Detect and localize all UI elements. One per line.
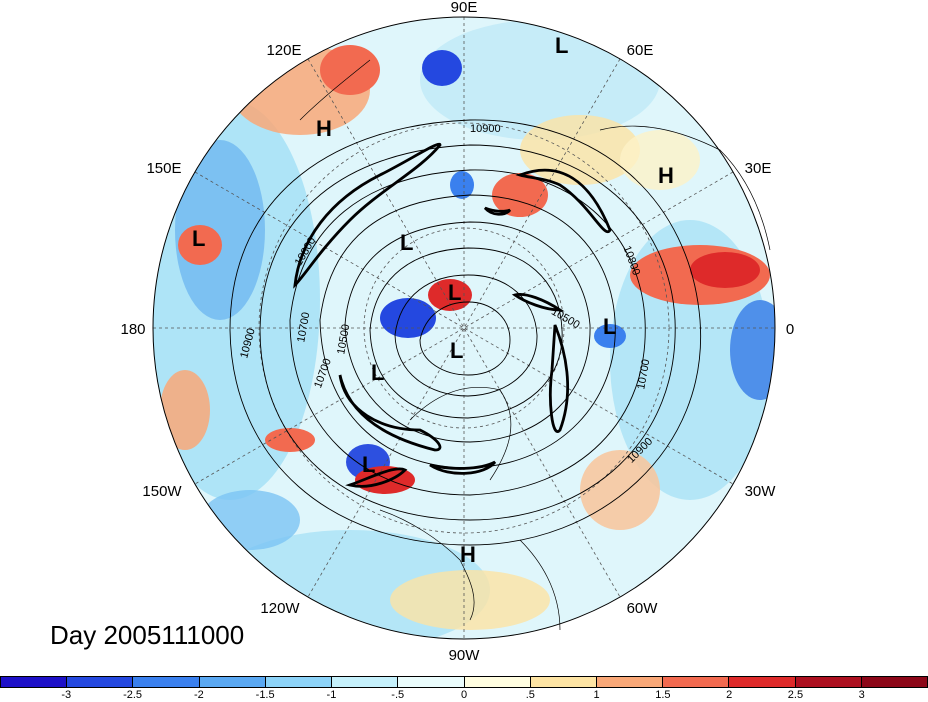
colorbar-segment [530, 677, 597, 687]
contour-label: 10900 [470, 123, 501, 135]
lon-label-60e: 60E [627, 42, 654, 59]
lon-label-150w: 150W [142, 483, 182, 500]
colorbar-tick-label: -3 [61, 689, 72, 701]
longitude-labels: 90E 60E 30E 0 30W 60W 90W 120W 150W 180 … [120, 0, 794, 664]
colorbar-tick-label: 2 [726, 689, 733, 701]
height-contours [229, 119, 702, 546]
colorbar-segment [795, 677, 862, 687]
colorbar-tick-label: -2.5 [123, 689, 143, 701]
colorbar-labels: -3 -2.5 -2 -1.5 -1 -.5 0 .5 1 1.5 2 2.5 3 [0, 689, 928, 702]
low-center: L [450, 338, 463, 363]
colorbar-segment [398, 677, 465, 687]
colorbar-tick-label: -1.5 [255, 689, 275, 701]
colorbar-tick-label: 3 [858, 689, 865, 701]
colorbar-segment [1, 677, 68, 687]
low-center: L [555, 33, 568, 58]
colorbar-tick-label: .5 [525, 689, 535, 701]
low-center: L [603, 314, 616, 339]
colorbar-tick-label: -.5 [391, 689, 405, 701]
lon-label-150e: 150E [146, 160, 181, 177]
lon-label-90e: 90E [451, 0, 478, 16]
colorbar-segment [67, 677, 134, 687]
high-center: H [658, 163, 674, 188]
lon-label-0: 0 [786, 321, 794, 338]
lon-label-60w: 60W [627, 600, 659, 617]
lon-label-30e: 30E [745, 160, 772, 177]
colorbar-tick-label: 1.5 [655, 689, 671, 701]
colorbar-segment [332, 677, 399, 687]
lon-label-120w: 120W [260, 600, 300, 617]
colorbar-segment [199, 677, 266, 687]
map-boundary [152, 16, 776, 640]
low-center: L [400, 230, 413, 255]
coastlines [299, 59, 771, 631]
lon-label-120e: 120E [266, 42, 301, 59]
contour-label: 10700 [295, 311, 312, 343]
lon-label-90w: 90W [449, 647, 481, 664]
contour-label: 10700 [635, 358, 652, 390]
colorbar [0, 676, 928, 688]
colorbar-segment [265, 677, 333, 687]
colorbar-segment [729, 677, 796, 687]
polar-map: 90E 60E 30E 0 30W 60W 90W 120W 150W 180 … [120, 0, 794, 664]
colorbar-tick-label: 0 [460, 689, 468, 701]
colorbar-segment [663, 677, 730, 687]
colorbar-tick-label: 1 [593, 689, 600, 701]
colorbar-segment [133, 677, 200, 687]
low-center: L [362, 452, 375, 477]
contour-label: 10500 [335, 323, 352, 355]
high-center: H [316, 116, 332, 141]
pressure-centers: L H L H L L L L L L H L [192, 33, 674, 567]
high-center: H [460, 542, 476, 567]
low-center: L [192, 226, 205, 251]
colorbar-tick-label: -1 [326, 689, 337, 701]
low-center: L [448, 280, 461, 305]
colorbar-segment [861, 677, 928, 687]
colorbar-segment [596, 677, 664, 687]
day-label: Day 2005111000 [50, 620, 245, 650]
jet-contours [293, 142, 612, 488]
colorbar-tick-label: -2 [193, 689, 204, 701]
colorbar-tick-label: 2.5 [787, 689, 804, 701]
lon-label-30w: 30W [745, 483, 777, 500]
colorbar-segment [464, 677, 531, 687]
low-center: L [371, 360, 384, 385]
lon-label-180: 180 [120, 321, 145, 338]
